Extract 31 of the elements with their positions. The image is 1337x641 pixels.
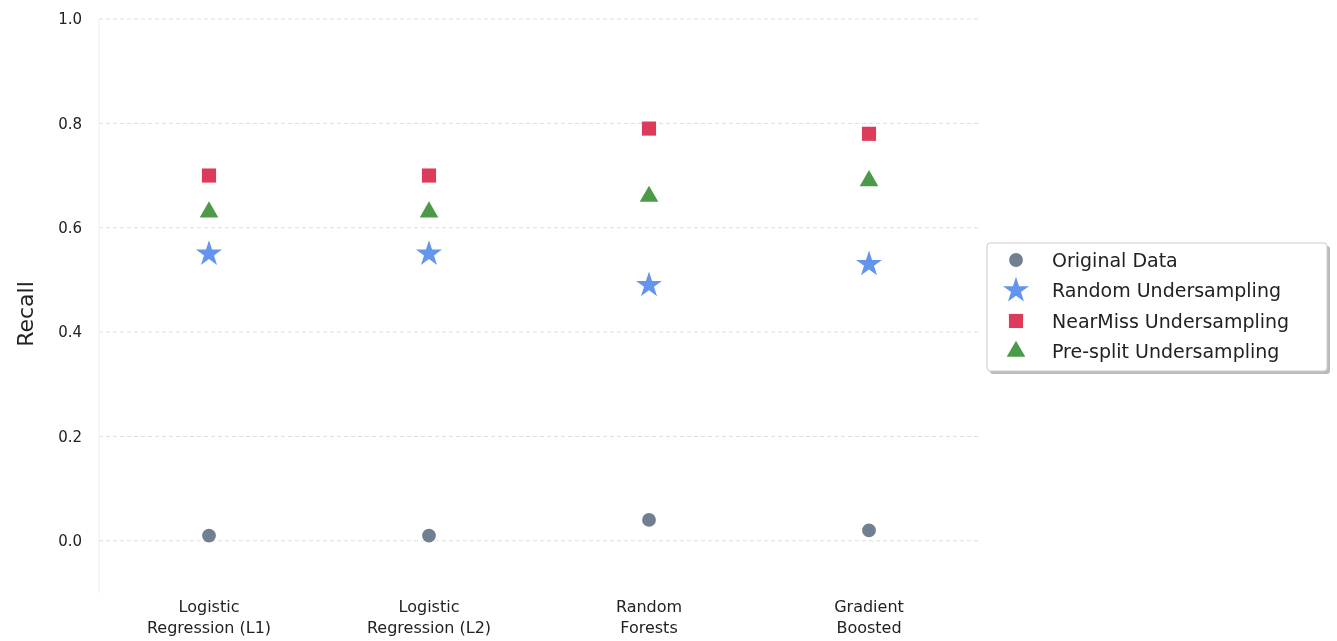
x-tick-label: Logistic Regression (L2) [366, 597, 492, 637]
legend-label: Pre-split Undersampling [1052, 340, 1280, 363]
y-tick-label: 0.8 [58, 114, 82, 133]
point [862, 523, 876, 538]
point [201, 168, 217, 183]
point [195, 240, 223, 265]
x-tick-label: Gradient Boosted [834, 597, 904, 637]
point [635, 271, 663, 297]
point [419, 201, 439, 218]
point [199, 201, 219, 218]
point [859, 170, 879, 187]
y-tick-label: 1.0 [58, 10, 82, 29]
y-tick-label: 0.2 [58, 427, 82, 446]
x-tick-label: Logistic Regression (L1) [146, 597, 272, 637]
y-axis-title: Recall [13, 281, 38, 347]
y-tick-label: 0.0 [58, 532, 82, 551]
point [861, 126, 877, 141]
y-tick-label: 0.4 [58, 323, 82, 342]
point [855, 250, 883, 276]
point [422, 528, 436, 543]
point [641, 121, 657, 136]
legend-label: NearMiss Undersampling [1052, 309, 1290, 332]
legend-label: Random Undersampling [1052, 279, 1281, 302]
point [415, 240, 443, 265]
legend-label: Original Data [1052, 248, 1178, 271]
point [639, 185, 659, 202]
point [421, 168, 437, 183]
y-tick-label: 0.6 [58, 218, 82, 237]
point [642, 513, 656, 527]
point [202, 528, 216, 543]
x-tick-label: Random Forests [615, 597, 683, 637]
